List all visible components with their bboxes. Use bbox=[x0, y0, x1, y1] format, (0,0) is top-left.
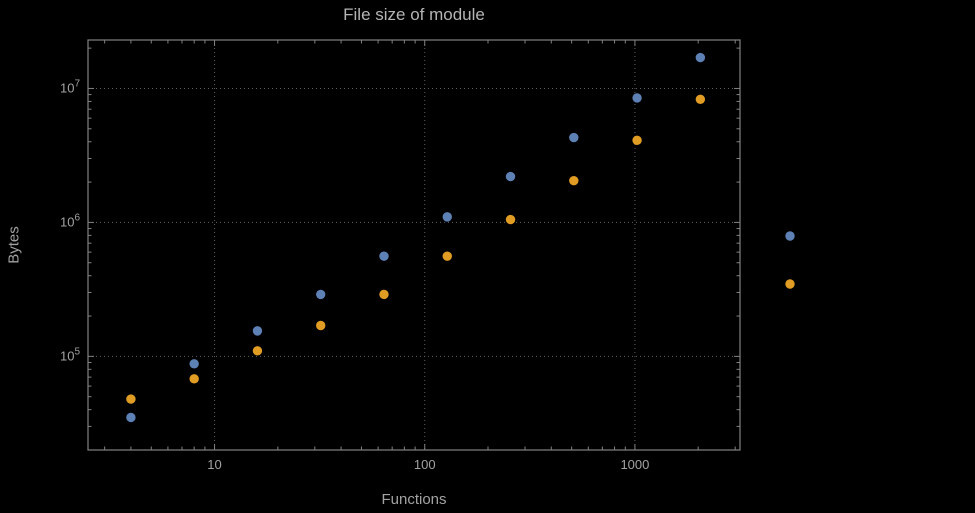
data-point bbox=[695, 52, 706, 63]
plot-frame bbox=[87, 39, 741, 451]
data-point bbox=[379, 289, 389, 300]
y-tick-label: 107 bbox=[60, 78, 80, 95]
y-tick-label: 105 bbox=[60, 346, 80, 363]
y-tick-label: 106 bbox=[60, 212, 80, 229]
legend-marker bbox=[785, 279, 795, 289]
data-point bbox=[505, 171, 516, 182]
x-tick-label: 100 bbox=[414, 457, 436, 472]
data-point bbox=[379, 251, 389, 261]
data-point bbox=[632, 93, 642, 103]
data-point bbox=[632, 135, 642, 146]
data-point bbox=[569, 175, 579, 186]
data-point bbox=[189, 374, 199, 384]
data-point bbox=[442, 251, 452, 261]
data-point bbox=[316, 289, 326, 300]
data-point bbox=[695, 94, 706, 104]
data-point bbox=[252, 346, 263, 356]
x-tick-label: 10 bbox=[207, 457, 221, 472]
data-point bbox=[126, 394, 136, 404]
x-axis-label: Functions bbox=[381, 491, 447, 508]
data-point bbox=[505, 214, 516, 225]
y-axis-label: Bytes bbox=[5, 226, 23, 264]
data-point bbox=[442, 212, 452, 222]
data-point bbox=[189, 359, 199, 369]
data-point bbox=[252, 326, 263, 336]
x-tick-label: 1000 bbox=[620, 457, 649, 472]
data-point bbox=[126, 412, 136, 423]
data-point bbox=[316, 320, 326, 331]
legend-marker bbox=[785, 231, 795, 241]
chart-title: File size of module bbox=[343, 5, 485, 24]
data-point bbox=[569, 132, 579, 143]
